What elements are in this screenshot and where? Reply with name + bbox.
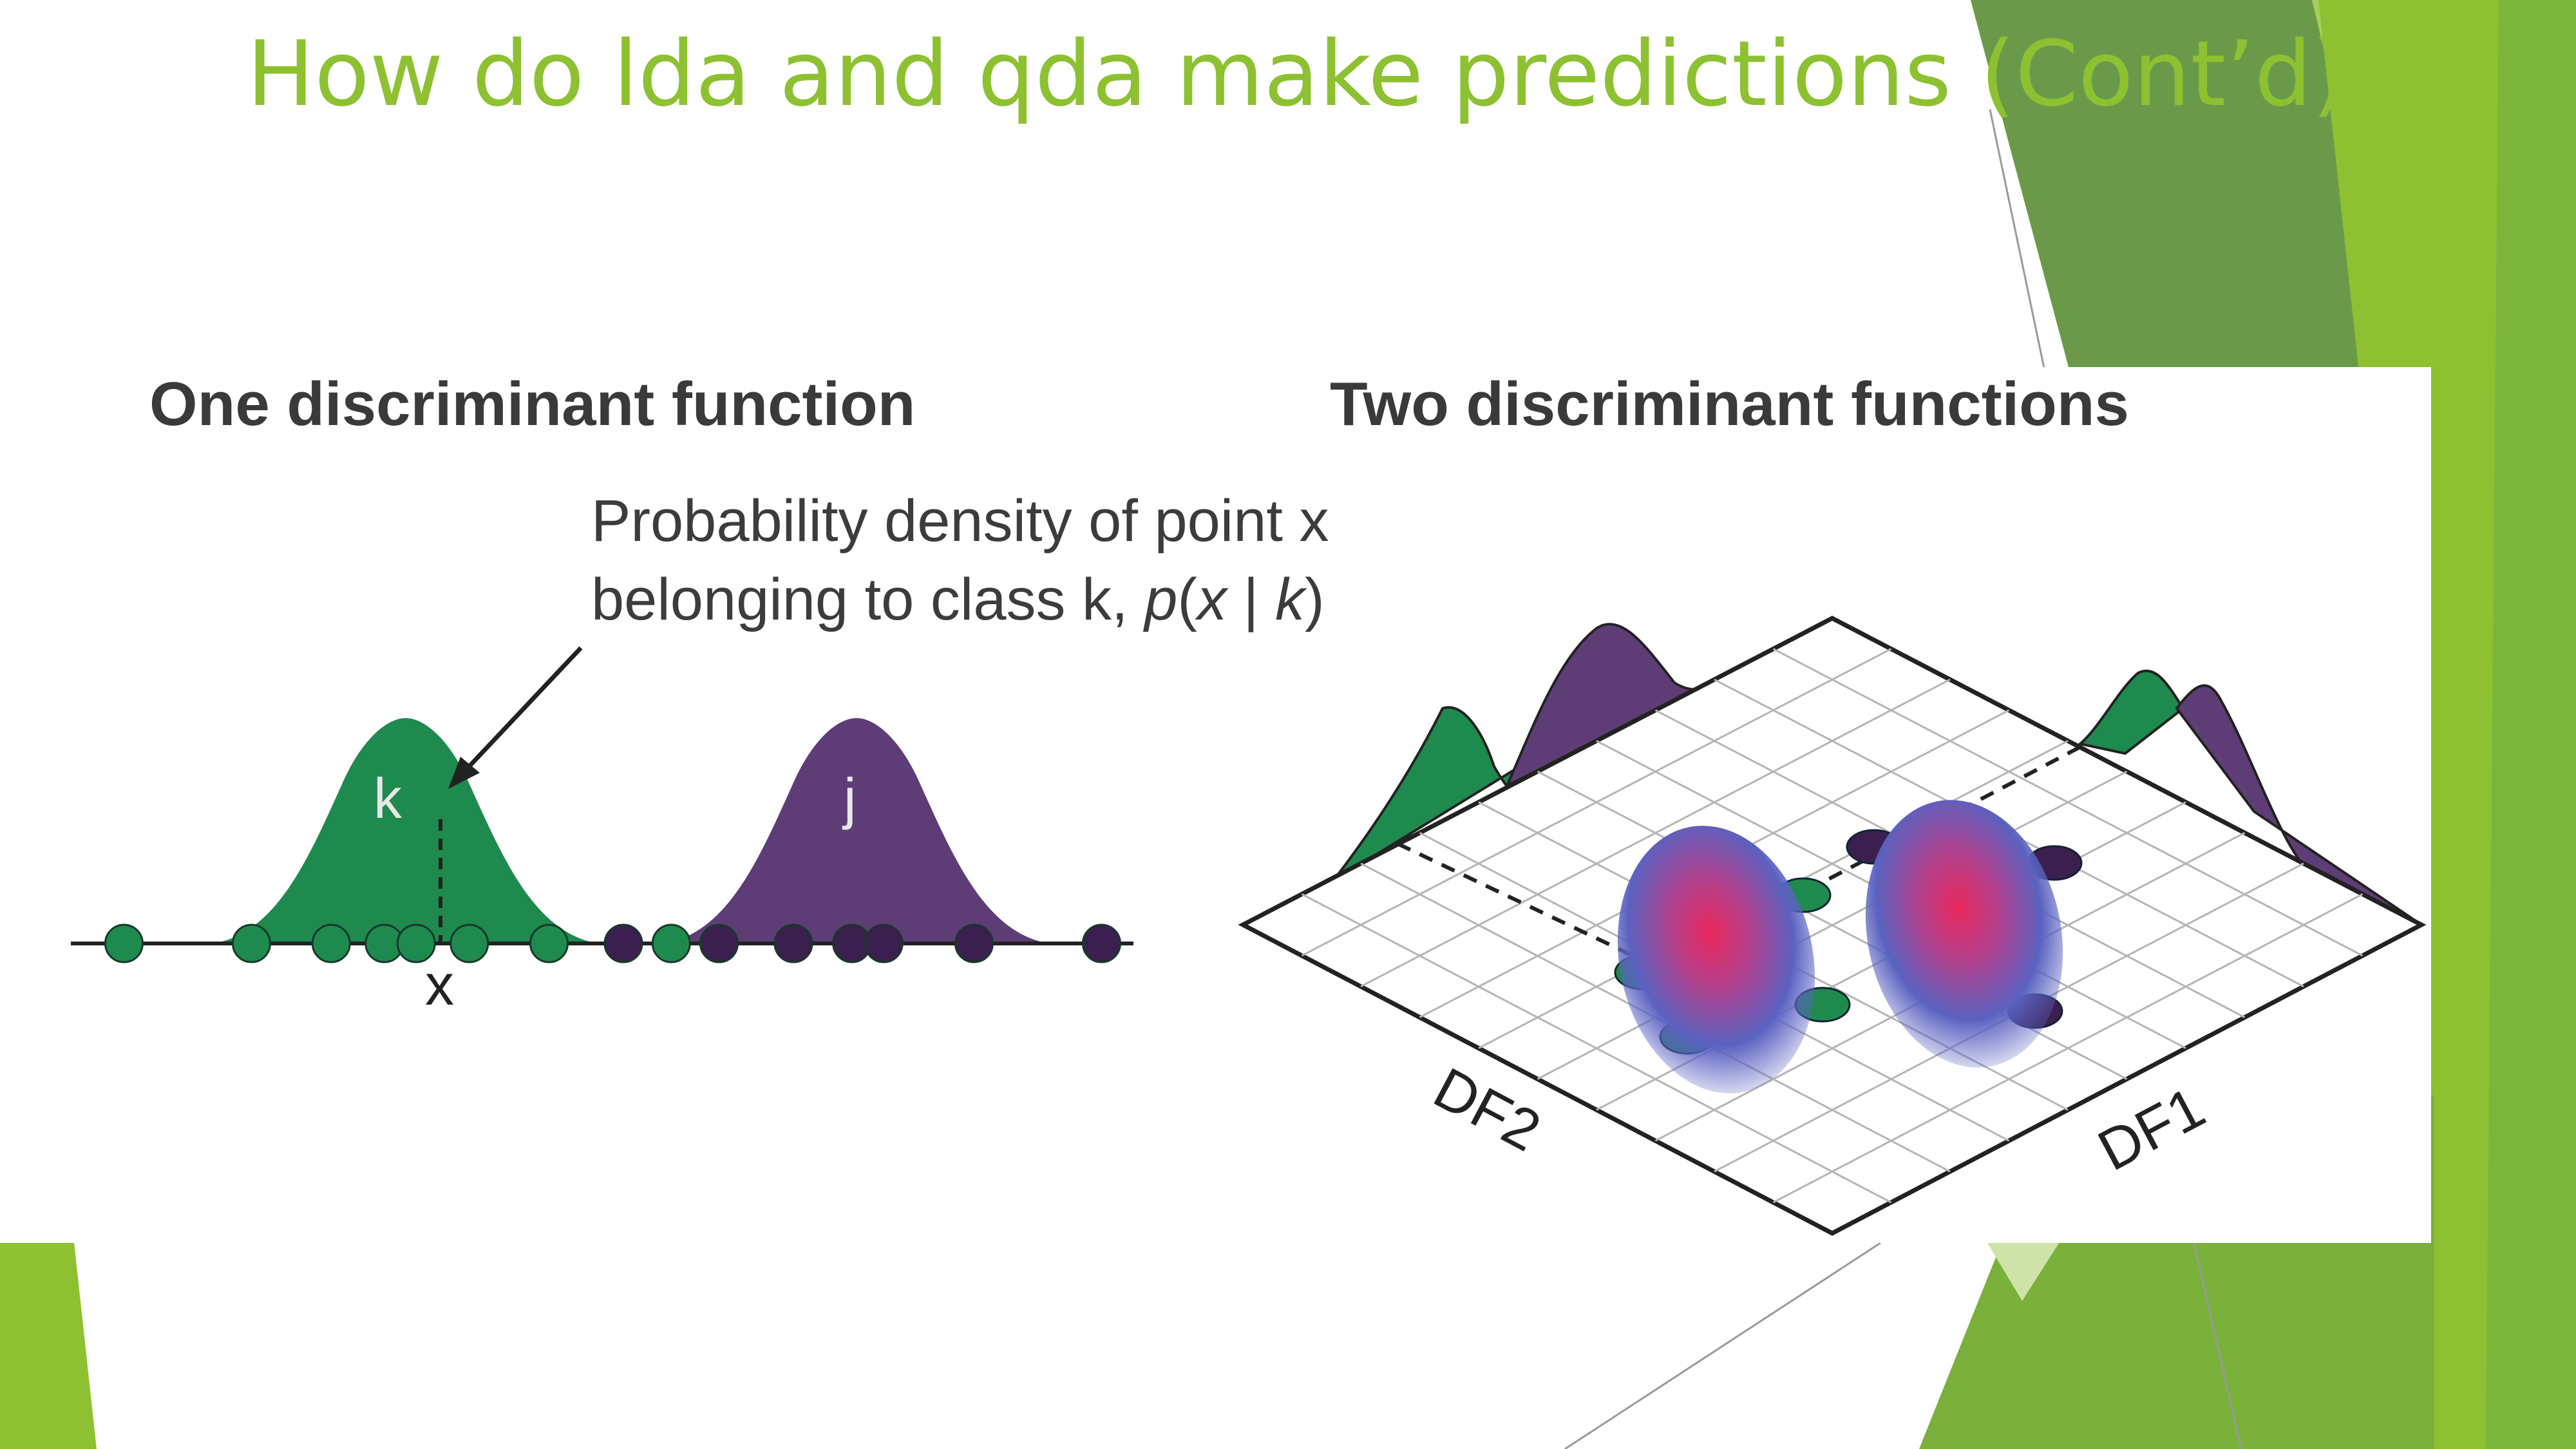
- slide-title: How do lda and qda make predictions (Con…: [247, 22, 2347, 127]
- curve-k-label: k: [374, 766, 402, 830]
- annotation-line-2: belonging to class k, p(x | k): [591, 567, 1325, 632]
- annotation-formula-bar: |: [1227, 567, 1275, 632]
- class-k-point: [529, 923, 569, 963]
- class-j-point: [773, 923, 813, 963]
- class-k-probability-density: [1617, 826, 1815, 1094]
- annotation-formula-k: k: [1275, 567, 1307, 632]
- left-panel-title: One discriminant function: [149, 370, 915, 439]
- grid-line: [1772, 893, 2363, 1204]
- class-k-point: [232, 923, 271, 963]
- curve-j-label: j: [842, 766, 857, 830]
- class-j-point: [1082, 923, 1121, 963]
- annotation-arrow: [463, 646, 583, 773]
- class-j-point: [864, 923, 904, 963]
- annotation-formula-p: p: [1142, 567, 1177, 632]
- bg-shape-right-mid: [2486, 0, 2576, 1449]
- bg-thin-line: [2188, 1223, 2242, 1449]
- annotation-formula-x: x: [1195, 567, 1229, 632]
- bg-thin-line: [1564, 1242, 1881, 1449]
- class-k-point: [450, 923, 489, 963]
- point-x-label: x: [425, 953, 454, 1018]
- annotation-line-1: Probability density of point x: [591, 488, 1329, 554]
- marginal-density-class-k-df1: [2077, 669, 2185, 755]
- right-panel-title: Two discriminant functions: [1330, 370, 2129, 439]
- lda-qda-figure: One discriminant function Probability de…: [0, 367, 2431, 1243]
- bg-shape-right-bright: [2202, 0, 2576, 1449]
- class-k-point: [651, 923, 691, 963]
- class-j-probability-density: [1865, 800, 2063, 1068]
- annotation-prefix: belonging to class k,: [591, 567, 1144, 632]
- class-k-points: [104, 923, 691, 963]
- class-j-point: [954, 923, 994, 963]
- class-j-points: [603, 923, 1121, 963]
- grid-line: [1301, 893, 1892, 1204]
- annotation-formula-open: (: [1177, 567, 1197, 632]
- class-j-point: [603, 923, 643, 963]
- annotation-arrowhead: [448, 757, 480, 789]
- class-j-point: [699, 923, 739, 963]
- class-k-point: [104, 923, 144, 963]
- bg-thin-line: [1989, 109, 2049, 387]
- density-curve-j: [663, 718, 1050, 943]
- annotation-formula-close: ): [1305, 567, 1325, 632]
- bg-shape-bottom-light: [1984, 1230, 2067, 1301]
- class-k-point: [396, 923, 436, 963]
- class-k-point: [311, 923, 351, 963]
- density-curve-k: [213, 718, 599, 943]
